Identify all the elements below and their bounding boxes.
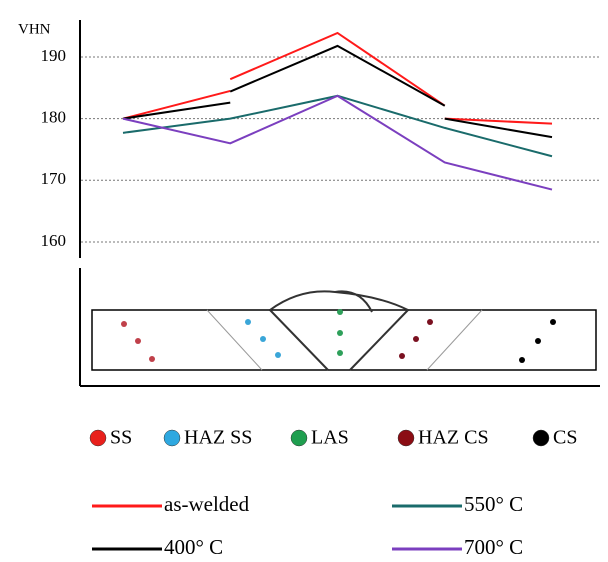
line-series [122, 44, 553, 139]
weld-diagram [79, 268, 600, 387]
zone-legend-dot [532, 429, 550, 447]
zone-legend-dot [89, 429, 107, 447]
zone-legend-label: SS [110, 427, 132, 449]
zone-legend-label: LAS [311, 427, 349, 449]
zone-legend-label: HAZ CS [418, 427, 489, 449]
zone-legend-label: HAZ SS [184, 427, 252, 449]
zone-legend-dot [290, 429, 308, 447]
y-tick-label: 180 [41, 108, 67, 127]
y-axis-label: VHN [18, 21, 51, 37]
zone-legend-dot [397, 429, 415, 447]
zone-legend-dot [163, 429, 181, 447]
legend-label: as-welded [164, 492, 250, 516]
legend-label: 550° C [464, 492, 523, 516]
legend-label: 400° C [164, 535, 223, 559]
line-series [122, 94, 553, 191]
line-series [122, 31, 553, 125]
y-tick-label: 190 [41, 46, 67, 65]
legend-label: 700° C [464, 535, 523, 559]
zone-legend-label: CS [553, 427, 577, 449]
y-tick-label: 160 [41, 231, 67, 250]
y-tick-label: 170 [41, 169, 67, 188]
